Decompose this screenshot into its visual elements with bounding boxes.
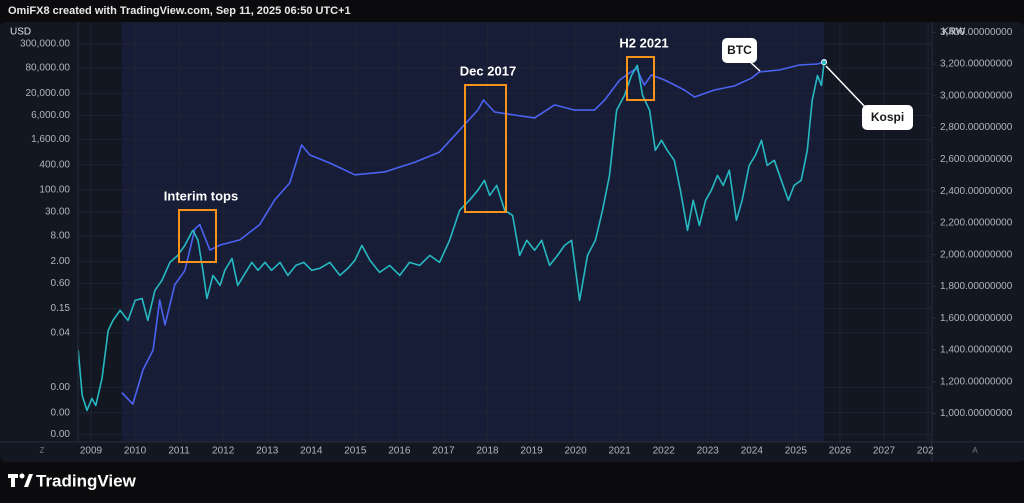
x-tick-label: 2015: [344, 446, 367, 457]
callout: [862, 105, 913, 130]
callout: [722, 38, 757, 63]
y2-tick-label: 1,600.00000000: [940, 313, 1013, 324]
x-tick-label: 2020: [564, 446, 587, 457]
y-tick-label: 0.00: [51, 429, 71, 440]
brand: TradingView: [36, 471, 137, 490]
header: OmiFX8 created with TradingView.com, Sep…: [8, 5, 351, 17]
highlight-box: [464, 84, 507, 213]
x-tick-label: 2018: [476, 446, 499, 457]
y-tick-label: 1,600.00: [31, 134, 70, 145]
x-tick-label: 2025: [785, 446, 808, 457]
callout-label: Kospi: [871, 110, 904, 124]
y-tick-label: 8.00: [51, 231, 71, 242]
brand-logo: TradingView: [8, 471, 137, 490]
axis-cover: [933, 443, 1024, 461]
annotations: Interim tops Dec 2017 H2 2021 BTC Kospi: [164, 35, 913, 263]
x-tick-label: 2022: [653, 446, 676, 457]
series-endpoint: [821, 59, 827, 66]
y-tick-label: 80,000.00: [26, 63, 71, 74]
x-tick-label: 2013: [256, 446, 279, 457]
annotation: Dec 2017: [460, 63, 516, 78]
y2-tick-label: 3,400.00000000: [940, 27, 1013, 38]
x-tick-label: 2027: [873, 446, 896, 457]
x-tick-label: 2026: [829, 446, 852, 457]
x-tick-label: 2028: [917, 446, 940, 457]
y-tick-label: 0.00: [51, 407, 71, 418]
highlight-box: [178, 209, 217, 263]
y-tick-label: 2.00: [51, 256, 71, 267]
y2-tick-label: 2,600.00000000: [940, 154, 1013, 165]
y2-tick-label: 3,200.00000000: [940, 59, 1013, 70]
y2-tick-label: 1,000.00000000: [940, 408, 1013, 419]
y-tick-label: 0.04: [51, 327, 71, 338]
y2-tick-label: 3,000.00000000: [940, 90, 1013, 101]
y-tick-label: 0.00: [51, 382, 71, 393]
logo-mark: [24, 474, 33, 487]
y2-tick-label: 1,400.00000000: [940, 345, 1013, 356]
y2-tick-label: 2,000.00000000: [940, 249, 1013, 260]
callout-label: BTC: [727, 43, 752, 57]
y-tick-label: 0.15: [51, 303, 71, 314]
x-tick-label: 2014: [300, 446, 323, 457]
series-line: [121, 61, 825, 405]
x-tick-label: 2011: [168, 446, 190, 457]
x-tick-label: 2019: [520, 446, 543, 457]
y-tick-label: 6,000.00: [31, 110, 70, 121]
x-tick-label: 2017: [432, 446, 455, 457]
y2-tick-label: 2,800.00000000: [940, 122, 1013, 133]
y-tick-label: 0.60: [51, 278, 71, 289]
y-tick-label: 30.00: [45, 207, 70, 218]
axis-button[interactable]: Z: [40, 446, 45, 455]
y-tick-label: 300,000.00: [20, 39, 70, 50]
x-tick-label: 2016: [388, 446, 411, 457]
callout-pointer: [825, 65, 869, 111]
y2-tick-label: 1,800.00000000: [940, 281, 1013, 292]
x-tick-label: 2009: [80, 446, 103, 457]
x-tick-label: 2012: [212, 446, 235, 457]
logo-mark: [11, 474, 15, 487]
axis-button[interactable]: A: [972, 446, 978, 455]
annotation: H2 2021: [619, 35, 668, 50]
y2-tick-label: 2,200.00000000: [940, 218, 1013, 229]
plot-area: [78, 22, 932, 442]
x-tick-label: 2021: [609, 446, 632, 457]
annotation: Interim tops: [164, 188, 238, 203]
y-tick-label: 100.00: [39, 185, 70, 196]
x-tick-label: 2024: [741, 446, 764, 457]
y2-tick-label: 2,400.00000000: [940, 186, 1013, 197]
y-axis-unit: USD: [10, 27, 31, 38]
y2-tick-label: 1,200.00000000: [940, 376, 1013, 387]
y2-axis-unit: KRW: [942, 27, 966, 38]
x-tick-label: 2023: [697, 446, 720, 457]
logo-mark: [19, 473, 25, 479]
y-tick-label: 400.00: [39, 159, 70, 170]
highlight-box: [626, 56, 655, 101]
y-tick-label: 20,000.00: [26, 88, 71, 99]
series-line: [78, 62, 825, 412]
x-tick-label: 2010: [124, 446, 147, 457]
